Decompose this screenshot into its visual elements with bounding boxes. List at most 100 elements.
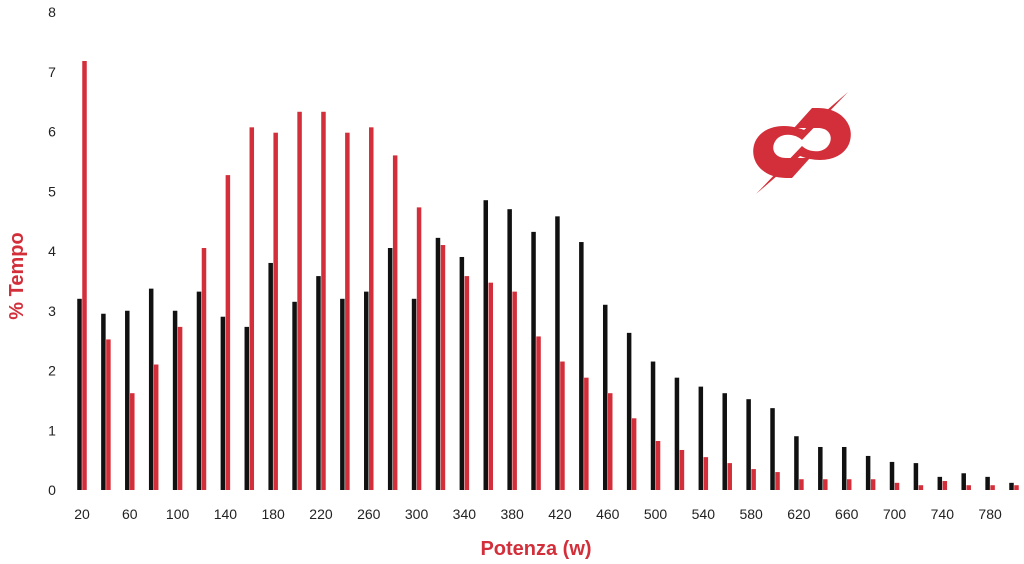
red-bar (918, 485, 924, 490)
black-bar (220, 316, 226, 490)
x-tick-label: 20 (74, 506, 90, 522)
red-bar (225, 175, 231, 490)
black-bar (722, 393, 727, 490)
red-bar (751, 469, 756, 490)
red-bar (82, 61, 87, 490)
black-bar (985, 476, 990, 490)
red-bar (416, 207, 422, 490)
black-bar (77, 298, 82, 490)
black-bar (579, 242, 584, 490)
black-bar (602, 304, 608, 490)
red-bar (488, 282, 494, 490)
red-bar (655, 441, 661, 490)
y-axis-title: % Tempo (6, 232, 28, 319)
bars (77, 61, 1019, 490)
red-bar (584, 377, 589, 490)
x-tick-label: 340 (453, 506, 477, 522)
red-bar (846, 479, 852, 490)
y-tick-label: 0 (48, 482, 56, 498)
red-bar (631, 418, 637, 490)
x-axis-title: Potenza (w) (480, 538, 591, 560)
red-bar (130, 393, 135, 490)
x-tick-label: 380 (500, 506, 524, 522)
black-bar (268, 262, 273, 490)
x-tick-label: 180 (261, 506, 285, 522)
y-tick-label: 3 (48, 303, 56, 319)
y-tick-label: 2 (48, 363, 56, 379)
x-tick-label: 260 (357, 506, 381, 522)
red-bar (990, 485, 995, 490)
red-bar (249, 127, 255, 490)
black-bar (889, 461, 895, 490)
red-bar (273, 132, 278, 490)
y-tick-label: 4 (48, 243, 56, 259)
x-tick-label: 140 (214, 506, 238, 522)
x-tick-label: 100 (166, 506, 190, 522)
red-bar (799, 479, 804, 490)
red-bar (775, 472, 780, 490)
x-tick-label: 460 (596, 506, 620, 522)
red-bar (392, 155, 398, 490)
red-bar (536, 336, 541, 490)
y-tick-label: 7 (48, 64, 56, 80)
black-bar (148, 288, 154, 490)
black-bar (292, 301, 297, 490)
red-bar (321, 111, 326, 490)
black-bar (818, 446, 823, 490)
red-bar (607, 393, 613, 490)
red-bar (464, 276, 470, 490)
red-bar (870, 479, 876, 490)
x-tick-label: 420 (548, 506, 572, 522)
black-bar (555, 216, 560, 490)
y-tick-label: 8 (48, 4, 56, 20)
red-bar (201, 248, 207, 490)
red-bar (106, 339, 111, 490)
black-bar (459, 256, 465, 490)
lightning-s-logo-icon (753, 92, 851, 194)
black-bar (961, 473, 966, 490)
y-tick-label: 5 (48, 183, 56, 199)
red-bar (823, 479, 828, 490)
x-tick-label: 660 (835, 506, 859, 522)
x-tick-label: 220 (309, 506, 333, 522)
black-bar (1009, 482, 1014, 490)
black-bar (937, 476, 943, 490)
black-bar (435, 237, 441, 490)
red-bar (703, 457, 709, 490)
x-tick-label: 780 (978, 506, 1002, 522)
red-bar (153, 364, 159, 490)
red-bar (297, 111, 302, 490)
x-tick-label: 540 (692, 506, 716, 522)
x-tick-label: 620 (787, 506, 811, 522)
x-tick-label: 60 (122, 506, 138, 522)
black-bar (244, 326, 250, 490)
red-bar (560, 361, 565, 490)
x-tick-label: 700 (883, 506, 907, 522)
black-bar (674, 377, 680, 490)
black-bar (913, 463, 919, 490)
black-bar (340, 298, 345, 490)
black-bar (196, 291, 202, 490)
red-bar (894, 482, 900, 490)
black-bar (125, 310, 130, 490)
x-tick-label: 300 (405, 506, 429, 522)
red-bar (1014, 485, 1019, 490)
red-bar (942, 481, 948, 490)
red-bar (440, 245, 446, 490)
black-bar (865, 455, 871, 490)
red-bar (369, 127, 374, 490)
black-bar (770, 408, 775, 490)
black-bar (626, 332, 632, 490)
black-bar (316, 276, 321, 490)
black-bar (411, 298, 417, 490)
y-axis-ticks: 0 1 2 3 4 5 6 7 8 (48, 4, 56, 498)
black-bar (172, 310, 178, 490)
black-bar (101, 313, 106, 490)
x-tick-label: 580 (739, 506, 763, 522)
x-tick-label: 500 (644, 506, 668, 522)
red-bar (512, 291, 517, 490)
red-bar (966, 485, 971, 490)
y-tick-label: 1 (48, 422, 56, 438)
black-bar (531, 231, 536, 490)
